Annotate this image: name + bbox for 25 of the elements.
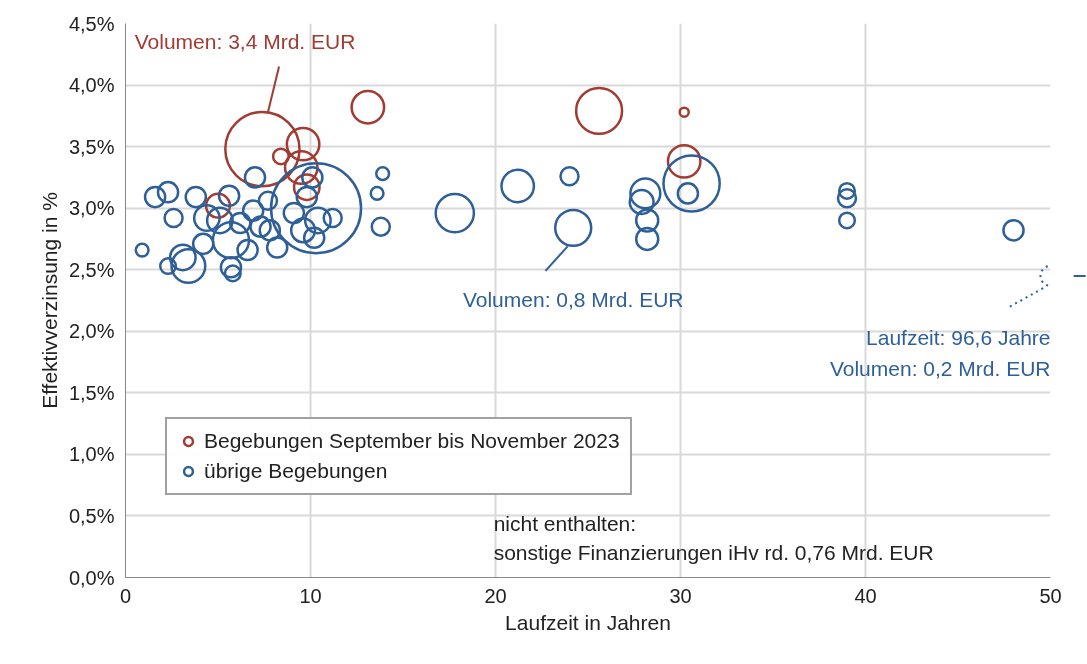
y-tick-label: 3,5% [68, 135, 115, 158]
y-tick-label: 2,5% [68, 258, 115, 281]
x-tick-label: 50 [1039, 584, 1062, 607]
y-tick-label: 4,5% [68, 12, 115, 35]
x-tick-label: 40 [854, 584, 877, 607]
x-tick-label: 0 [119, 584, 132, 607]
annotation: Volumen: 0,8 Mrd. EUR [462, 287, 684, 311]
y-tick-label: 3,0% [68, 197, 115, 220]
y-tick-label: 1,5% [68, 381, 115, 404]
y-axis-title: Effektivverzinsung in % [37, 192, 61, 409]
y-tick-label: 0,0% [68, 566, 115, 589]
legend-label: übrige Begebungen [204, 459, 388, 483]
y-tick-label: 0,5% [68, 504, 115, 527]
x-tick-label: 30 [669, 584, 692, 607]
legend-label: Begebungen September bis November 2023 [204, 429, 620, 453]
annotation: Volumen: 3,4 Mrd. EUR [134, 30, 356, 54]
x-tick-label: 20 [484, 584, 507, 607]
x-tick-label: 10 [299, 584, 322, 607]
annotation: nicht enthalten: [493, 511, 637, 535]
x-axis-title: Laufzeit in Jahren [505, 610, 671, 634]
y-tick-label: 4,0% [68, 74, 115, 97]
annotation: Laufzeit: 96,6 Jahre Volumen: 0,2 Mrd. EUR [829, 325, 1051, 380]
y-tick-label: 2,0% [68, 320, 115, 343]
annotation: sonstige Finanzierungen iHv rd. 0,76 Mrd. EUR [493, 540, 934, 564]
y-tick-label: 1,0% [68, 443, 115, 466]
